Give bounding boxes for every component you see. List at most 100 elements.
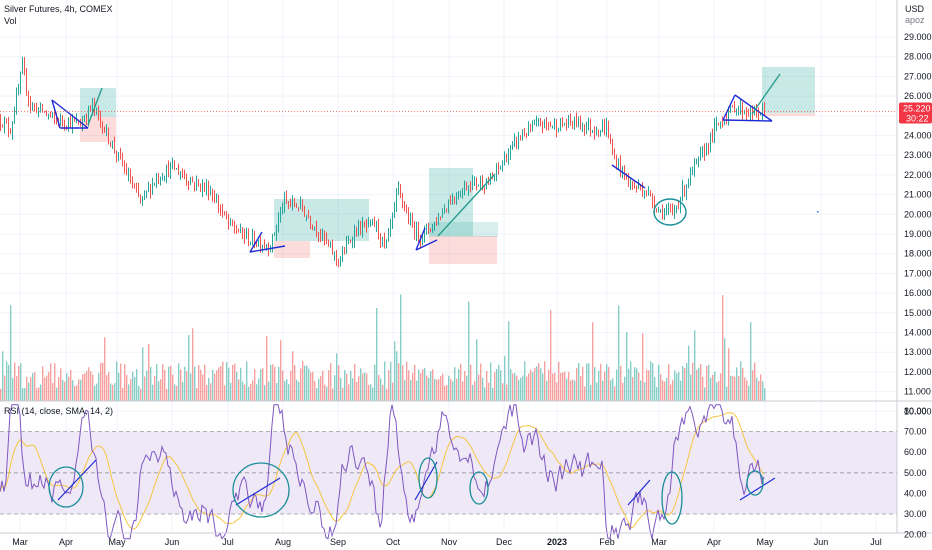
volume-bar [746, 380, 748, 401]
volume-bar [378, 374, 380, 401]
volume-bar [550, 310, 552, 401]
volume-bar [142, 347, 144, 401]
volume-bar [334, 375, 336, 401]
volume-bar [102, 362, 104, 401]
trendline-drawing [249, 231, 263, 253]
volume-bar [758, 380, 760, 401]
volume-bar [670, 384, 672, 401]
volume-bar [50, 363, 52, 401]
volume-bar [748, 385, 750, 401]
time-tick-label: 2023 [547, 537, 567, 547]
rsi-trendline [235, 477, 281, 506]
volume-bar [520, 377, 522, 401]
volume-bar [736, 367, 738, 401]
volume-bar [682, 366, 684, 401]
volume-bar [370, 384, 372, 401]
volume-bar [180, 369, 182, 401]
volume-bar [634, 366, 636, 401]
volume-bar [260, 369, 262, 401]
volume-bar [190, 373, 192, 401]
volume-bars [0, 294, 766, 401]
volume-bar [542, 373, 544, 401]
price-tick-label: 11.000 [904, 387, 931, 397]
volume-bar [356, 381, 358, 401]
volume-bar [728, 348, 730, 401]
volume-bar [100, 363, 102, 401]
price-tick-label: 27.000 [904, 71, 932, 81]
price-tick-label: 12.000 [904, 367, 932, 377]
volume-bar [314, 380, 316, 401]
volume-bar [560, 373, 562, 401]
volume-bar [430, 371, 432, 401]
position-stop-zone [429, 236, 497, 264]
volume-bar [726, 386, 728, 401]
volume-bar [426, 375, 428, 401]
volume-bar [362, 373, 364, 401]
volume-bar [82, 374, 84, 401]
volume-bar [638, 372, 640, 401]
volume-bar [762, 381, 764, 401]
volume-bar [88, 367, 90, 401]
volume-bar [468, 301, 470, 401]
volume-bar [578, 362, 580, 401]
price-tick-label: 15.000 [904, 308, 932, 318]
volume-bar [502, 383, 504, 401]
volume-bar [268, 381, 270, 401]
volume-bar [552, 373, 554, 401]
volume-bar [320, 375, 322, 401]
volume-bar [360, 368, 362, 401]
volume-bar [278, 366, 280, 401]
volume-bar [600, 363, 602, 401]
volume-bar [650, 361, 652, 401]
volume-bar [282, 370, 284, 401]
volume-bar [358, 376, 360, 401]
volume-bar [418, 369, 420, 401]
volume-bar [720, 373, 722, 401]
volume-bar [480, 363, 482, 401]
volume-bar [44, 377, 46, 401]
volume-bar [298, 381, 300, 401]
volume-bar [262, 368, 264, 401]
volume-bar [440, 375, 442, 401]
volume-bar [186, 371, 188, 401]
volume-bar [446, 385, 448, 401]
volume-bar [660, 374, 662, 401]
price-tick-label: 28.000 [904, 52, 932, 62]
volume-bar [614, 386, 616, 401]
trendline-drawing [415, 239, 438, 251]
volume-bar [250, 383, 252, 401]
volume-bar [14, 362, 16, 401]
volume-bar [734, 376, 736, 401]
volume-bar [498, 364, 500, 401]
volume-bar [696, 369, 698, 401]
volume-bar [558, 361, 560, 401]
volume-bar [364, 372, 366, 401]
volume-bar [212, 369, 214, 401]
volume-bar [668, 364, 670, 401]
volume-bar [742, 367, 744, 401]
volume-bar [450, 378, 452, 401]
time-tick-label: Mar [12, 537, 28, 547]
volume-bar [678, 371, 680, 401]
price-candles [0, 56, 765, 268]
volume-bar [154, 375, 156, 401]
volume-bar [36, 388, 38, 401]
volume-bar [160, 379, 162, 401]
scale-mode-label[interactable]: apoz [905, 15, 925, 25]
volume-bar [348, 384, 350, 401]
volume-bar [296, 379, 298, 401]
volume-bar [248, 386, 250, 401]
volume-bar [164, 369, 166, 401]
volume-bar [148, 344, 150, 401]
volume-bar [752, 370, 754, 401]
rsi-circle-drawing [746, 470, 764, 496]
time-tick-label: Apr [707, 537, 721, 547]
volume-bar [284, 380, 286, 401]
volume-bar [338, 365, 340, 401]
volume-bar [222, 361, 224, 401]
volume-bar [172, 374, 174, 401]
volume-bar [94, 385, 96, 401]
trendline-drawing [51, 99, 89, 129]
volume-bar [584, 386, 586, 401]
